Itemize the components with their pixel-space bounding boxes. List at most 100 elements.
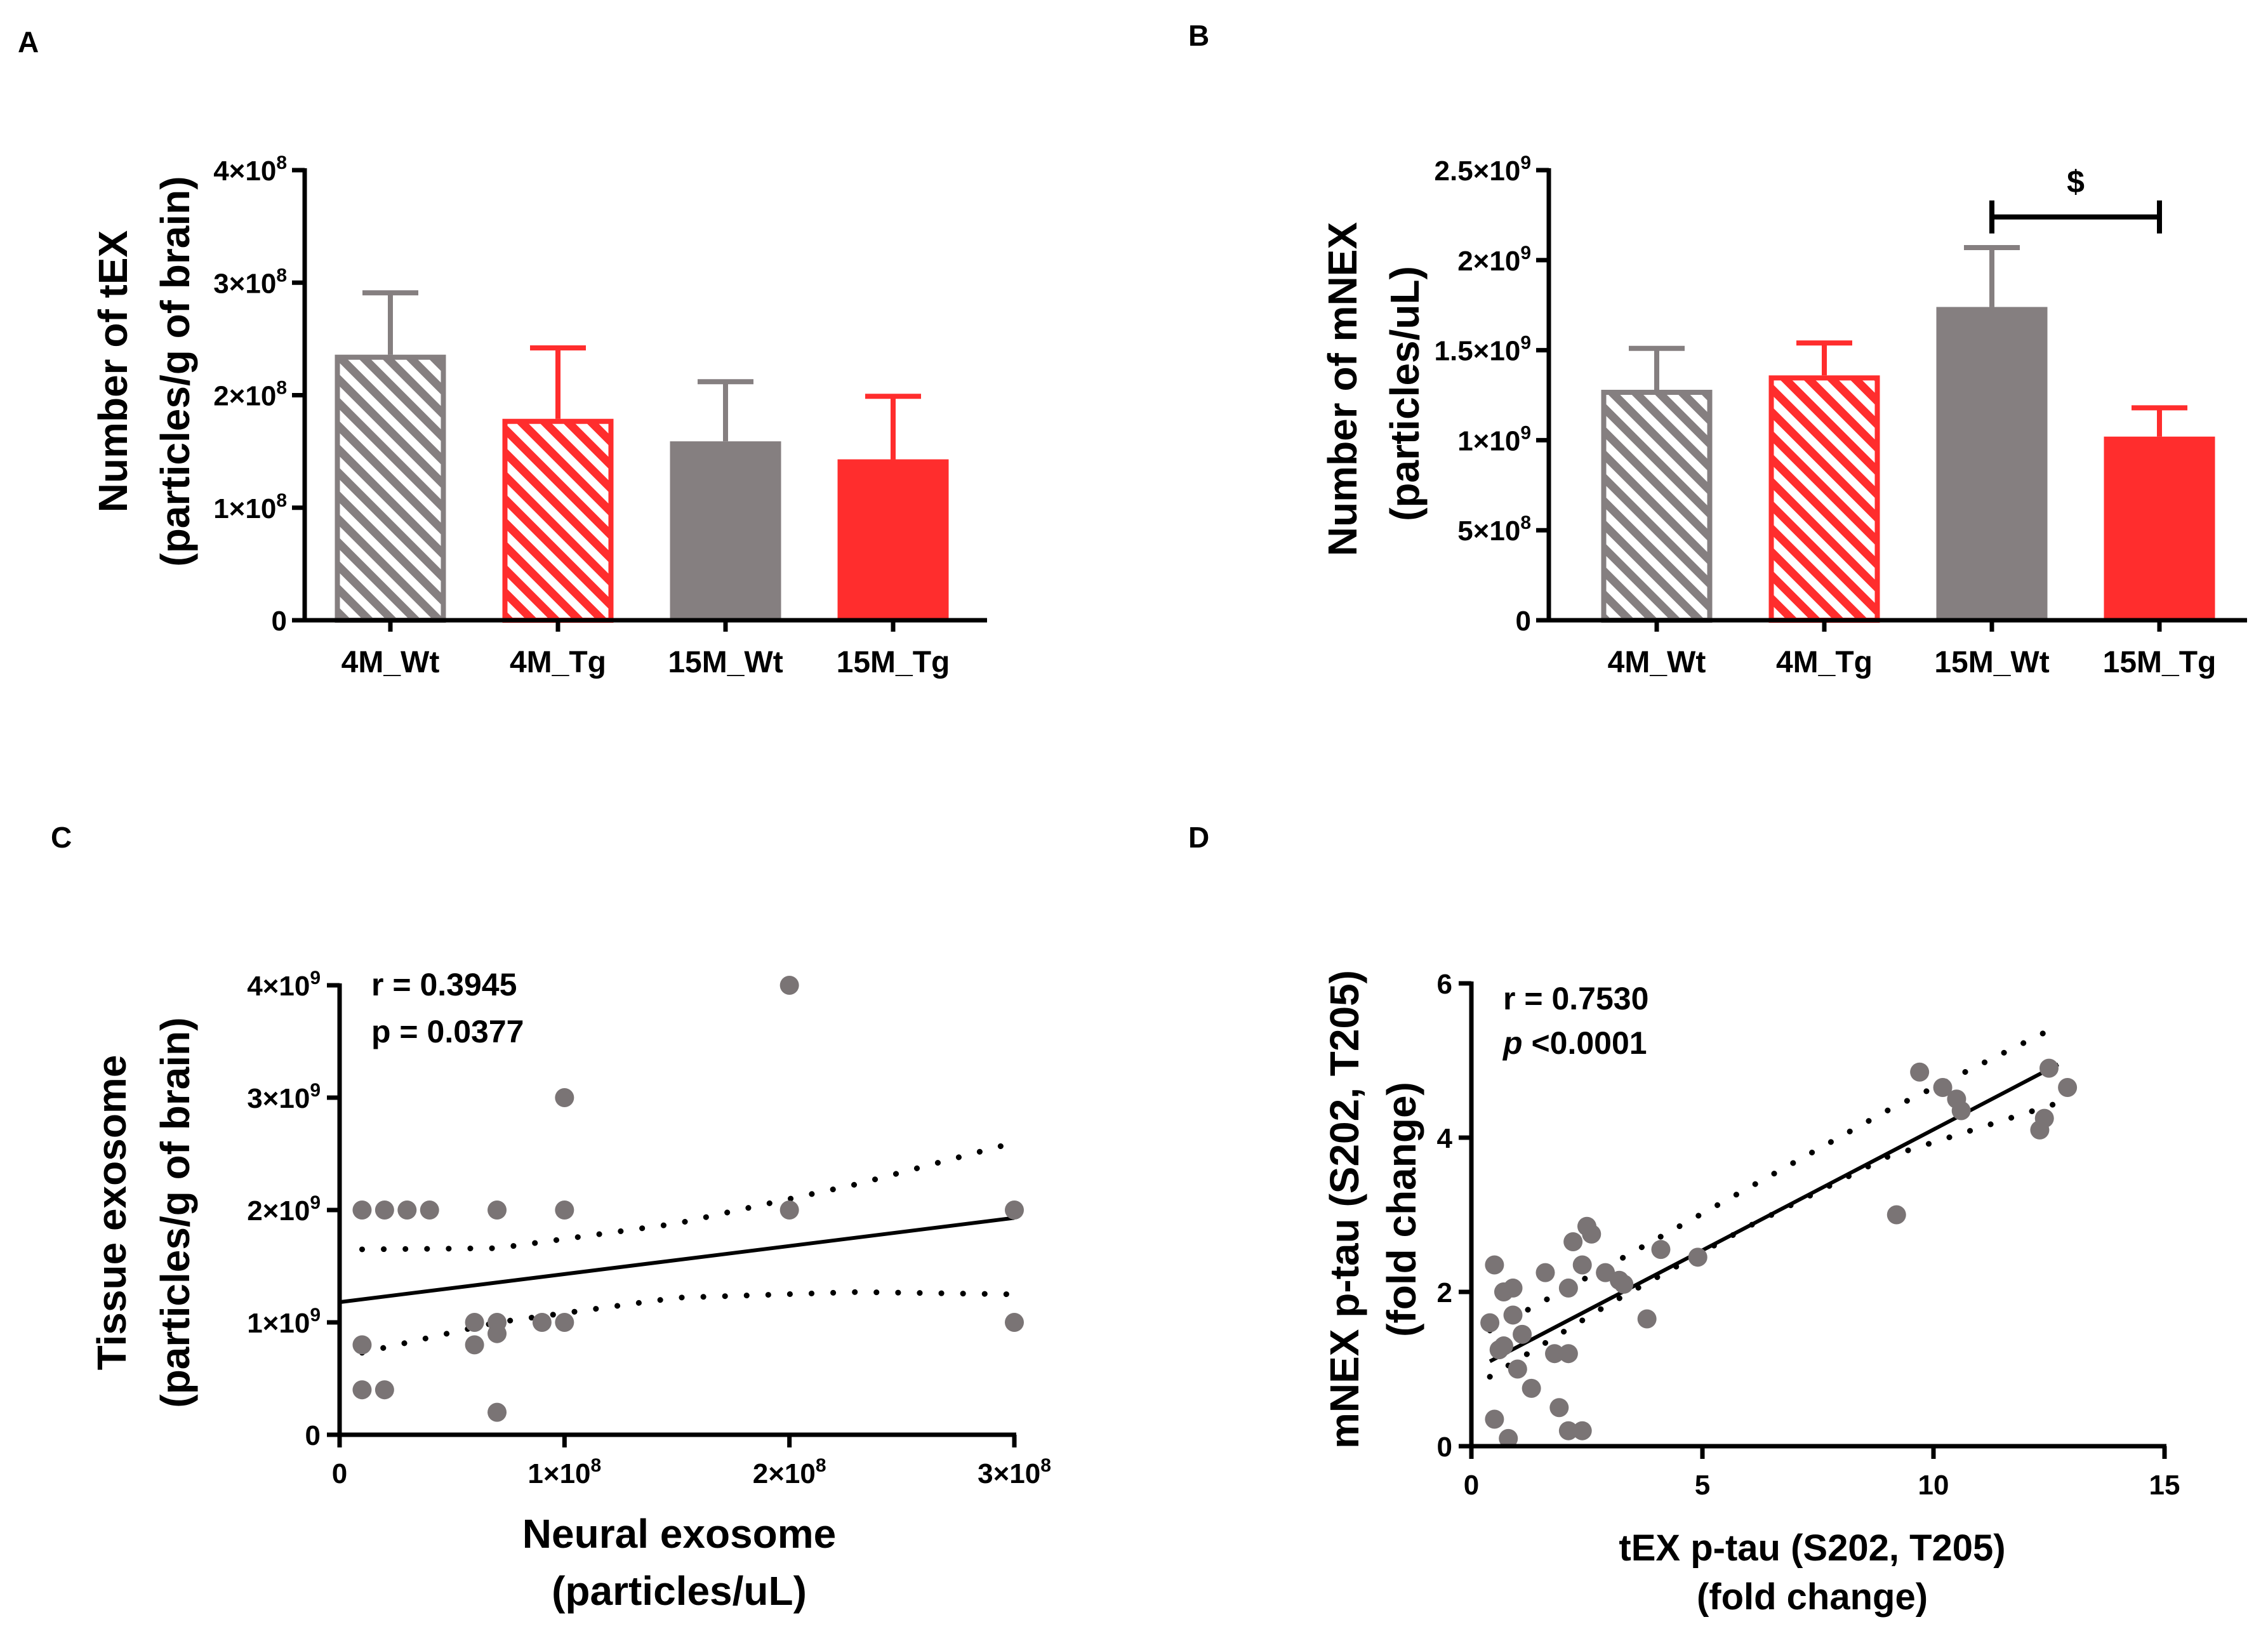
panel-b-bar-15M_Wt: [1936, 307, 2048, 620]
panel-c-y-tick-label-2-exponent: 9: [310, 1192, 321, 1213]
panel-c-x-tick-label-1-exponent: 8: [591, 1455, 602, 1476]
panel-a-y-tick-label-3-exponent: 8: [276, 265, 287, 286]
panel-b-y-tick-label-0: 0: [1516, 606, 1531, 637]
panel-c-x-title-line1: Neural exosome: [522, 1511, 836, 1557]
panel-c-point-13: [465, 1313, 484, 1332]
panel-b-y-tick-label-5-exponent: 9: [1520, 152, 1531, 173]
panel-c-point-18: [555, 1313, 574, 1332]
panel-d-point-17: [1572, 1421, 1592, 1440]
panel-d-point-36: [2039, 1058, 2059, 1078]
panel-d-point-28: [1688, 1247, 1708, 1267]
significance-label: $: [2067, 164, 2085, 200]
panel-d-y-tick-label-2: 4: [1437, 1123, 1453, 1154]
panel-d-point-15: [1549, 1398, 1569, 1418]
panel-d-point-3: [1503, 1278, 1523, 1298]
panel-b-y-tick-label-4-exponent: 9: [1520, 243, 1531, 263]
panel-a-x-label-15M_Tg: 15M_Tg: [837, 646, 950, 679]
panel-c-point-12: [375, 1380, 394, 1400]
panel-a-y-tick-label-0-base: 0: [272, 606, 287, 637]
panel-label-c: C: [51, 821, 72, 854]
panel-d-x-tick-label-2: 10: [1918, 1470, 1949, 1501]
panel-a-y-tick-label-3: 3×108: [213, 265, 287, 299]
panel-d-scatter-plot: 0 2 4 6 0 5 10 15 mNEX p-tau (S202, T205) (fold…: [1322, 969, 2180, 1618]
panel-label-b: B: [1188, 19, 1209, 52]
panel-d-point-29: [1887, 1205, 1906, 1225]
panel-c-y-tick-label-2: 2×109: [247, 1192, 321, 1227]
panel-c-point-0: [352, 1200, 372, 1220]
panel-a-bar-15M_Tg: [837, 459, 949, 620]
panel-c-y-tick-label-1-exponent: 9: [310, 1305, 321, 1326]
panel-c-x-tick-label-0-base: 0: [332, 1458, 347, 1489]
panel-c-point-9: [555, 1088, 574, 1107]
panel-d-point-30: [1910, 1062, 1930, 1082]
panel-a-x-label-15M_Wt: 15M_Wt: [668, 646, 783, 679]
panel-a-y-tick-label-1-exponent: 8: [276, 490, 287, 511]
panel-c-x-tick-label-1-base: 1×10: [527, 1458, 590, 1489]
panel-d-point-20: [1558, 1278, 1578, 1298]
panel-a-y-title-line1: Number of tEX: [90, 230, 136, 512]
panel-c-point-7: [1005, 1200, 1024, 1220]
panel-d-x-tick-label-1-base: 5: [1695, 1470, 1710, 1501]
panel-a-y-tick-label-2-exponent: 8: [276, 378, 287, 399]
panel-d-point-26: [1637, 1309, 1657, 1329]
panel-c-point-19: [1005, 1313, 1024, 1332]
panel-c-fit-line: [339, 1216, 1015, 1305]
panel-d-confidence-band: [1487, 1023, 2062, 1380]
panel-b-y-tick-label-2: 1×109: [1457, 422, 1531, 456]
panel-a-x-label-4M_Wt: 4M_Wt: [342, 646, 440, 679]
panel-c-y-tick-label-3: 3×109: [247, 1080, 321, 1114]
panel-d-point-27: [1651, 1240, 1671, 1260]
panel-d-point-10: [1508, 1359, 1527, 1379]
panel-c-point-14: [465, 1335, 484, 1355]
panel-label-d: D: [1188, 821, 1209, 854]
panel-c-point-17: [532, 1313, 552, 1332]
panel-c-x-tick-label-3: 3×108: [978, 1455, 1051, 1489]
panel-a-y-tick-label-2: 2×108: [213, 378, 287, 412]
panel-c-point-11: [352, 1380, 372, 1400]
panel-d-x-tick-label-2-base: 10: [1918, 1470, 1949, 1501]
panel-d-point-1: [1480, 1313, 1500, 1333]
panel-d-y-tick-label-2-base: 4: [1437, 1123, 1453, 1154]
panel-c-point-16: [487, 1324, 507, 1343]
panel-b-y-tick-label-3-base: 1.5×10: [1435, 336, 1521, 367]
panel-d-r-value: r = 0.7530: [1503, 981, 1648, 1016]
panel-b-y-tick-label-5: 2.5×109: [1435, 152, 1532, 187]
panel-d-p-number: <0.0001: [1523, 1025, 1647, 1061]
panel-c-y-tick-label-2-base: 2×10: [247, 1195, 310, 1227]
panel-c-regression-line: [339, 1216, 1015, 1305]
panel-b-significance-bracket: $: [1989, 164, 2162, 234]
panel-label-a: A: [18, 25, 39, 58]
panel-b-y-tick-label-3: 1.5×109: [1435, 333, 1532, 367]
panel-a-bar-4M_Tg: [502, 418, 614, 623]
panel-d-point-16: [1558, 1421, 1578, 1440]
panel-d-point-37: [2058, 1078, 2078, 1098]
panel-d-point-31: [1933, 1078, 1953, 1098]
panel-c-x-tick-label-2-exponent: 8: [816, 1455, 826, 1476]
panel-c-y-tick-label-3-base: 3×10: [247, 1083, 310, 1114]
panel-b-x-label-4M_Tg: 4M_Tg: [1776, 646, 1873, 679]
panel-d-point-0: [1485, 1255, 1504, 1275]
panel-c-y-tick-label-4-base: 4×10: [247, 971, 310, 1002]
panel-d-y-tick-label-1-base: 2: [1437, 1277, 1452, 1308]
panel-b-y-tick-label-1: 5×108: [1457, 512, 1531, 547]
panel-d-p-symbol: p: [1502, 1025, 1523, 1061]
panel-d-point-33: [1951, 1101, 1971, 1121]
panel-d-fit-line: [1489, 1062, 2059, 1364]
panel-c-confidence-band: [359, 1140, 1018, 1356]
panel-b-x-label-4M_Wt: 4M_Wt: [1608, 646, 1706, 679]
panel-d-y-tick-label-3-base: 6: [1437, 969, 1452, 1000]
panel-a-y-tick-label-1-base: 1×10: [213, 493, 276, 524]
panel-a-y-tick-label-3-base: 3×10: [213, 268, 276, 299]
panel-d-point-14: [1558, 1344, 1578, 1364]
panel-b-y-tick-label-0-base: 0: [1516, 606, 1531, 637]
panel-b-y-tick-label-3-exponent: 9: [1520, 333, 1531, 354]
panel-b-bar-4M_Tg: [1768, 375, 1880, 623]
panel-b-x-label-15M_Tg: 15M_Tg: [2103, 646, 2217, 679]
panel-d-point-25: [1614, 1274, 1634, 1294]
panel-c-ci-lower: [359, 1289, 1018, 1356]
panel-d-point-11: [1522, 1378, 1541, 1398]
panel-a-bars: [335, 290, 949, 623]
panel-d-axes: 0 2 4 6 0 5 10 15: [1437, 969, 2180, 1501]
panel-a-bar-4M_Wt: [335, 354, 446, 623]
